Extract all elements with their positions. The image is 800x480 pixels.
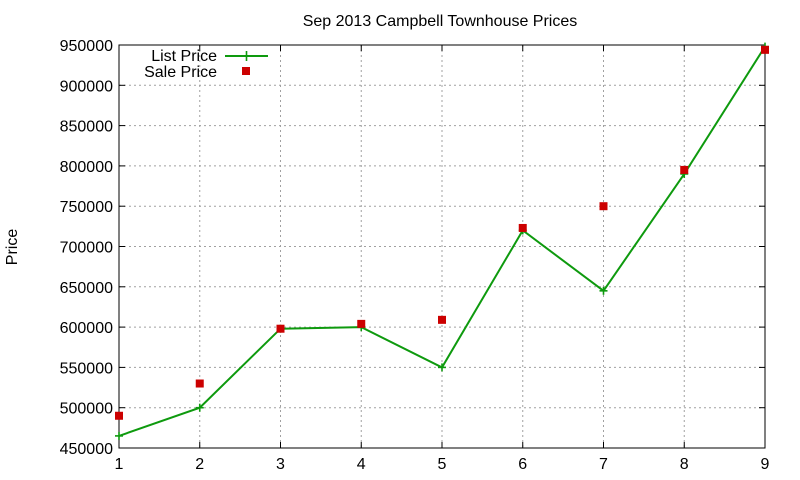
x-tick-label: 7 [599,456,608,473]
sale-price-point [438,315,446,324]
y-tick-label: 700000 [60,240,113,257]
y-tick-label: 550000 [60,360,113,377]
list-price-point [115,431,123,440]
sale-price-point [195,379,204,388]
x-tick-label: 3 [276,456,285,473]
list-price-point [438,363,446,372]
sale-price-point [518,223,527,232]
x-tick-label: 5 [438,456,447,473]
legend-marker-list-price [241,51,252,61]
x-tick-label: 4 [357,456,366,473]
y-tick-label: 850000 [60,119,113,136]
sale-price-point [357,319,366,328]
y-tick-label: 750000 [60,199,113,216]
list-price-point [599,286,608,295]
series [115,42,769,440]
x-tick-label: 2 [195,456,204,473]
y-axis-label: Price [4,229,21,266]
legend-label-list-price: List Price [151,48,217,65]
chart-title: Sep 2013 Campbell Townhouse Prices [303,13,578,30]
x-tick-label: 1 [115,456,124,473]
sale-price-point [115,411,123,420]
legend-marker-sale-price [242,67,250,75]
axis-ticks: 450000 500000 550000 600000 650000 700000 7500… [60,38,770,473]
y-tick-label: 950000 [60,38,113,55]
y-tick-label: 500000 [60,401,113,418]
y-tick-label: 650000 [60,280,113,297]
grid [119,45,765,448]
x-tick-label: 6 [518,456,527,473]
list-price-point [195,403,204,412]
sale-price-point [761,45,769,54]
y-tick-label: 450000 [60,441,113,458]
y-tick-label: 900000 [60,78,113,95]
sale-price-point [680,165,689,174]
sale-price-point [276,324,285,333]
y-tick-label: 800000 [60,159,113,176]
x-tick-label: 9 [761,456,770,473]
x-tick-label: 8 [680,456,689,473]
legend-label-sale-price: Sale Price [144,64,217,81]
legend: List Price Sale Price [144,48,268,81]
sale-price-point [599,202,608,211]
y-tick-label: 600000 [60,320,113,337]
